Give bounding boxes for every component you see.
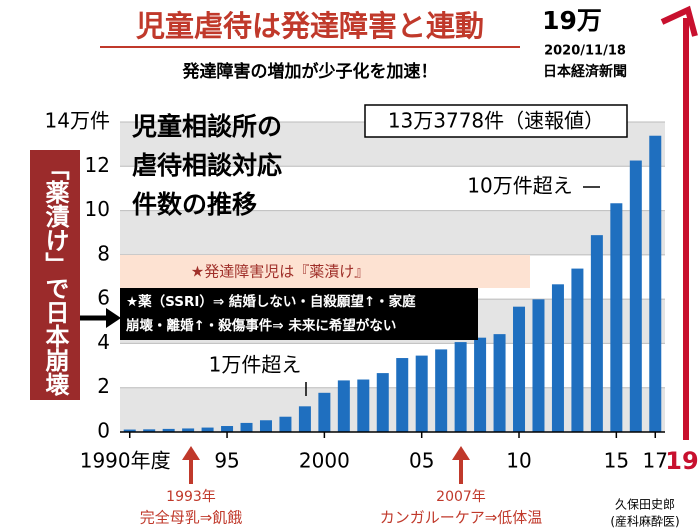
bar bbox=[649, 135, 662, 432]
bar bbox=[493, 334, 506, 432]
y-tick-label: 10 bbox=[85, 197, 110, 221]
callout: 13万3778件（速報値） bbox=[388, 109, 604, 133]
y-tick-label: 4 bbox=[97, 330, 110, 354]
bottom-note-year: 2007年 bbox=[436, 489, 486, 505]
subtitle: 発達障害の増加が少子化を加速！ bbox=[182, 61, 438, 82]
date: 2020/11/18 bbox=[544, 44, 626, 59]
bar bbox=[201, 427, 214, 432]
black-note: ★薬（SSRI）⇒ 結婚しない・自殺願望↑・家庭 bbox=[126, 293, 416, 310]
bar bbox=[610, 203, 623, 432]
bar bbox=[259, 420, 272, 432]
bar bbox=[376, 373, 389, 432]
bar bbox=[298, 406, 311, 432]
bar bbox=[629, 160, 642, 432]
y-tick-label: 2 bbox=[97, 374, 110, 398]
y-tick-label: 0 bbox=[97, 419, 110, 443]
x-tick-label: 10 bbox=[506, 449, 531, 473]
callout-box bbox=[364, 104, 628, 138]
bar bbox=[435, 349, 448, 432]
note-arrow-head bbox=[182, 446, 200, 460]
bar bbox=[123, 429, 136, 432]
bar bbox=[474, 337, 487, 432]
x-tick-label: 1990年度 bbox=[80, 449, 171, 473]
y-tick-label: 6 bbox=[97, 286, 110, 310]
black-box bbox=[120, 288, 478, 340]
side-label: 「薬漬け」で日本崩壊 bbox=[41, 156, 69, 397]
x-tick-label: 17 bbox=[643, 449, 668, 473]
bar bbox=[318, 392, 331, 432]
x-tick-label: 2000 bbox=[299, 449, 350, 473]
note-arrow-head bbox=[452, 446, 470, 460]
bar bbox=[162, 428, 175, 432]
right-label: 19 bbox=[665, 447, 698, 475]
y-tick-label: 14万件 bbox=[45, 109, 110, 133]
x-tick-label: 05 bbox=[409, 449, 434, 473]
bar bbox=[415, 355, 428, 432]
bar bbox=[182, 428, 195, 432]
black-arrow-head bbox=[106, 308, 121, 328]
bar bbox=[551, 284, 564, 432]
chart-title: 児童虐待は発達障害と連動 bbox=[136, 9, 484, 43]
source: 日本経済新聞 bbox=[543, 63, 627, 80]
bar bbox=[221, 426, 234, 432]
black-note: 崩壊・離婚↑・殺傷事件⇒ 未来に希望がない bbox=[126, 317, 396, 334]
author: 久保田史郎 bbox=[615, 498, 675, 512]
top-figure: 19万 bbox=[542, 6, 602, 35]
bar bbox=[143, 429, 156, 432]
side-box bbox=[30, 150, 80, 400]
heading: 児童相談所の bbox=[132, 112, 282, 141]
bar bbox=[240, 422, 253, 432]
y-tick-label: 8 bbox=[97, 241, 110, 265]
bottom-note: 完全母乳⇒飢餓 bbox=[140, 509, 243, 527]
bar bbox=[590, 235, 603, 432]
pink-box bbox=[120, 255, 530, 288]
x-tick-label: 95 bbox=[214, 449, 239, 473]
red-arrow-head bbox=[660, 5, 698, 37]
grid-band bbox=[120, 210, 665, 255]
bar bbox=[396, 358, 409, 432]
pink-note: ★発達障害児は『薬漬け』 bbox=[191, 263, 369, 281]
bottom-note-year: 1993年 bbox=[166, 489, 216, 505]
bar bbox=[571, 268, 584, 432]
bottom-note: カンガルーケア⇒低体温 bbox=[380, 509, 543, 527]
bar bbox=[532, 299, 545, 432]
heading: 虐待相談対応 bbox=[132, 151, 282, 180]
bar bbox=[454, 342, 467, 432]
x-tick-label: 15 bbox=[604, 449, 629, 473]
bars bbox=[123, 135, 662, 432]
author: (産科麻酔医) bbox=[610, 514, 679, 529]
callout: 10万件超え bbox=[467, 174, 572, 198]
bar bbox=[513, 306, 526, 432]
y-tick-label: 12 bbox=[85, 153, 110, 177]
bar bbox=[357, 379, 370, 432]
bar bbox=[337, 380, 350, 432]
bar bbox=[279, 416, 292, 432]
heading: 件数の推移 bbox=[132, 190, 257, 219]
callout: 1万件超え bbox=[209, 353, 302, 377]
